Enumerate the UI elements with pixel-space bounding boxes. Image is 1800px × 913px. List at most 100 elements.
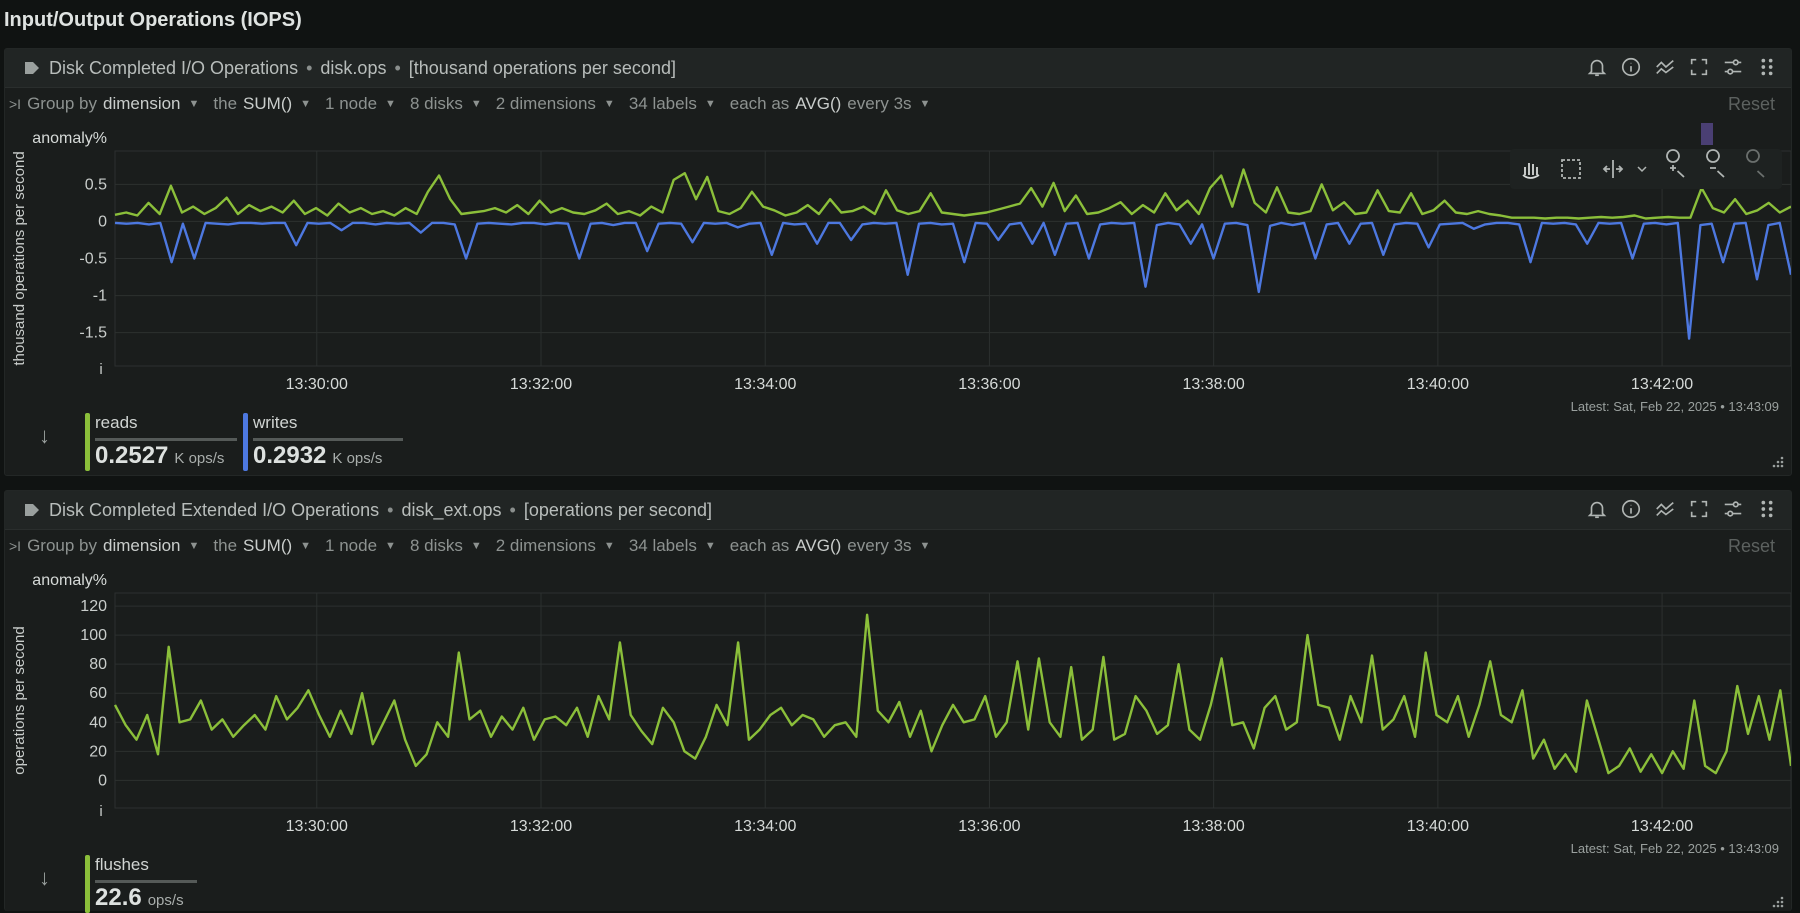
labels-label: 34 labels	[628, 536, 697, 555]
group-by-value: dimension	[103, 536, 181, 555]
separator-dot: •	[509, 499, 516, 520]
settings-button[interactable]	[1721, 497, 1745, 521]
aggregation-dropdown[interactable]: the SUM() ▼	[213, 94, 311, 114]
plot-area	[114, 592, 1791, 809]
latest-timestamp: Latest: Sat, Feb 22, 2025 • 13:43:09	[1570, 399, 1779, 414]
chart-panel-disk-ext-ops: Disk Completed Extended I/O Operations •…	[4, 490, 1792, 913]
tag-icon	[25, 504, 39, 516]
aggregation-value: SUM()	[243, 94, 293, 113]
disks-dropdown[interactable]: 8 disks ▼	[410, 536, 482, 556]
pan-hand-icon[interactable]	[1522, 163, 1540, 179]
chevron-down-icon: ▼	[300, 540, 312, 552]
reset-zoom-icon[interactable]	[1746, 149, 1765, 178]
arrow-down-icon[interactable]: ↓	[39, 423, 50, 448]
select-box-icon[interactable]	[1561, 159, 1581, 179]
resize-icon[interactable]	[1769, 455, 1785, 471]
x-tick-label: 13:36:00	[958, 376, 1020, 393]
legend-item-writes[interactable]: writes 0.2932 K ops/s	[243, 413, 403, 473]
x-tick-label: 13:40:00	[1407, 818, 1469, 835]
bell-icon	[1587, 59, 1607, 77]
nodes-dropdown[interactable]: 1 node ▼	[325, 94, 396, 114]
toolbox-bg	[1510, 149, 1782, 189]
chevron-down-icon[interactable]	[1637, 166, 1647, 173]
legend-name: flushes	[95, 855, 149, 874]
tag-icon	[25, 62, 39, 74]
x-tick-label: 13:38:00	[1183, 376, 1245, 393]
drag-dots-icon	[1761, 58, 1773, 76]
chevron-down-icon: ▼	[603, 540, 615, 552]
chevron-down-icon: ▼	[188, 540, 200, 552]
legend-item-reads[interactable]: reads 0.2527 K ops/s	[85, 413, 237, 473]
chevron-down-icon: ▼	[470, 98, 482, 110]
legend-value: 0.2527 K ops/s	[95, 442, 225, 469]
info-button[interactable]	[1619, 497, 1643, 521]
y-tick-label: 20	[89, 743, 107, 760]
legend-value: 22.6 ops/s	[95, 884, 184, 911]
chart-units: [operations per second]	[523, 499, 712, 520]
nodes-dropdown[interactable]: 1 node ▼	[325, 536, 396, 556]
group-by-dropdown[interactable]: Group by dimension ▼	[27, 536, 199, 556]
chart-type-button[interactable]	[1653, 497, 1677, 521]
expand-icon[interactable]: >I	[9, 96, 22, 112]
aggregation-dropdown[interactable]: the SUM() ▼	[213, 536, 311, 556]
labels-dropdown[interactable]: 34 labels ▼	[629, 536, 716, 556]
fullscreen-button[interactable]	[1687, 55, 1711, 79]
every-label: every 3s	[847, 94, 912, 113]
reset-button[interactable]: Reset	[1727, 93, 1775, 114]
legend-item-flushes[interactable]: flushes 22.6 ops/s	[85, 855, 235, 913]
x-tick-label: 13:38:00	[1183, 818, 1245, 835]
alert-bell-button[interactable]	[1585, 497, 1609, 521]
group-by-dropdown[interactable]: Group by dimension ▼	[27, 94, 199, 114]
disks-dropdown[interactable]: 8 disks ▼	[410, 94, 482, 114]
arrow-down-icon[interactable]: ↓	[39, 865, 50, 890]
info-button[interactable]	[1619, 55, 1643, 79]
chevron-down-icon: ▼	[300, 98, 312, 110]
info-marker[interactable]: i	[99, 361, 102, 378]
info-marker[interactable]: i	[99, 803, 102, 820]
chevron-down-icon: ▼	[385, 98, 396, 110]
disks-label: 8 disks	[409, 536, 463, 555]
drag-handle[interactable]	[1755, 55, 1779, 79]
each-as-label: each as	[729, 536, 790, 555]
chevron-down-icon: ▼	[470, 540, 482, 552]
alert-bell-button[interactable]	[1585, 55, 1609, 79]
each-as-value: AVG()	[795, 536, 842, 555]
labels-dropdown[interactable]: 34 labels ▼	[629, 94, 716, 114]
group-by-value: dimension	[103, 94, 181, 113]
zoom-out-icon[interactable]	[1706, 149, 1725, 178]
reset-button[interactable]: Reset	[1727, 535, 1775, 556]
time-aggregation-dropdown[interactable]: each as AVG() every 3s ▼	[730, 536, 931, 556]
horizontal-zoom-icon[interactable]	[1602, 160, 1624, 178]
line-chart[interactable]: 120 100 80 60 40 20 0 13:30:00 13:32:00 13:34:00 1…	[5, 563, 1791, 843]
labels-label: 34 labels	[628, 94, 697, 113]
dimensions-dropdown[interactable]: 2 dimensions ▼	[496, 536, 615, 556]
chevron-down-icon: ▼	[385, 540, 396, 552]
x-tick-label: 13:34:00	[734, 376, 796, 393]
sliders-icon	[1724, 501, 1742, 517]
chart-panel-disk-ops: Disk Completed I/O Operations • disk.ops…	[4, 48, 1792, 476]
chevron-down-icon: ▼	[603, 98, 615, 110]
dimensions-dropdown[interactable]: 2 dimensions ▼	[496, 94, 615, 114]
y-tick-label: -0.5	[79, 251, 107, 268]
line-chart[interactable]: 0.5 0 -0.5 -1 -1.5 13:30:00 13:32:00 13:34:00 13…	[5, 121, 1791, 401]
the-label: the	[213, 94, 238, 113]
header-tools	[1585, 497, 1779, 521]
disks-label: 8 disks	[409, 94, 463, 113]
expand-icon[interactable]: >I	[9, 538, 22, 554]
y-tick-label: -1	[93, 288, 107, 305]
series-line-flushes	[113, 613, 1791, 775]
fullscreen-button[interactable]	[1687, 497, 1711, 521]
dimensions-label: 2 dimensions	[495, 94, 596, 113]
chart-type-button[interactable]	[1653, 55, 1677, 79]
chart-context[interactable]: disk.ops	[320, 57, 387, 78]
series-line-writes	[114, 221, 1791, 340]
time-aggregation-dropdown[interactable]: each as AVG() every 3s ▼	[730, 94, 931, 114]
drag-handle[interactable]	[1755, 497, 1779, 521]
resize-icon[interactable]	[1769, 895, 1785, 911]
legend-underline	[253, 438, 403, 441]
zoom-in-icon[interactable]	[1666, 149, 1685, 178]
x-tick-label: 13:30:00	[286, 376, 348, 393]
chart-context[interactable]: disk_ext.ops	[401, 499, 502, 520]
chart-units: [thousand operations per second]	[408, 57, 676, 78]
settings-button[interactable]	[1721, 55, 1745, 79]
